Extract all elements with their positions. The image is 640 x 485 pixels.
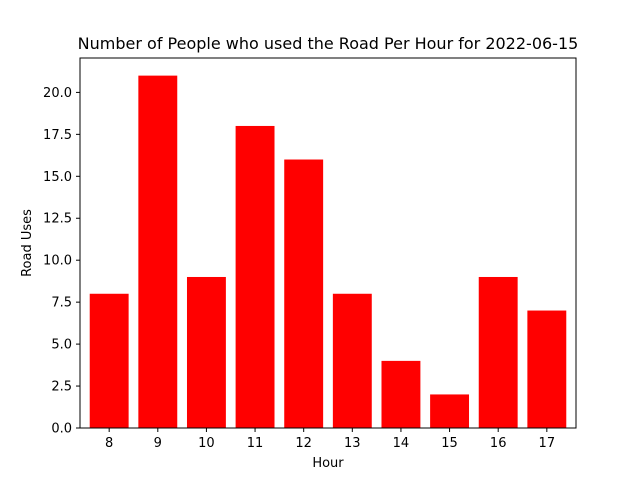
y-tick-label-6: 15.0 (43, 170, 72, 185)
x-tick-label-8: 8 (105, 436, 113, 451)
x-tick-label-14: 14 (393, 436, 410, 451)
x-tick-label-11: 11 (247, 436, 264, 451)
bar-13 (332, 293, 372, 428)
plot-frame (79, 57, 577, 429)
x-tick-label-9: 9 (154, 436, 162, 451)
bar-16 (478, 276, 518, 428)
bar-12 (284, 159, 324, 428)
bar-17 (527, 310, 567, 428)
x-tick-label-16: 16 (490, 436, 507, 451)
bar-8 (89, 293, 129, 428)
y-tick-label-3: 7.5 (51, 296, 72, 311)
x-tick-label-15: 15 (441, 436, 458, 451)
x-tick-label-17: 17 (539, 436, 556, 451)
y-tick-label-8: 20.0 (43, 86, 72, 101)
x-tick-label-12: 12 (295, 436, 312, 451)
y-tick-label-2: 5.0 (51, 338, 72, 353)
bar-10 (186, 276, 226, 428)
chart-title: Number of People who used the Road Per H… (78, 34, 579, 53)
y-tick-label-4: 10.0 (43, 254, 72, 269)
x-ticks-group: 8 9 10 11 12 13 14 15 16 17 (105, 428, 555, 451)
x-tick-label-10: 10 (198, 436, 215, 451)
bar-9 (138, 75, 178, 428)
y-tick-label-7: 17.5 (43, 128, 72, 143)
y-tick-label-0: 0.0 (51, 422, 72, 437)
bar-15 (430, 394, 470, 428)
x-tick-label-13: 13 (344, 436, 361, 451)
y-tick-label-1: 2.5 (51, 380, 72, 395)
y-axis-label: Road Uses (20, 209, 35, 277)
y-ticks-group: 0.0 2.5 5.0 7.5 10.0 12.5 15.0 17.5 20.0 (43, 86, 80, 437)
x-axis-label: Hour (312, 456, 344, 471)
y-tick-label-5: 12.5 (43, 212, 72, 227)
bar-14 (381, 360, 421, 428)
bars-group (89, 75, 567, 429)
bar-11 (235, 125, 275, 429)
